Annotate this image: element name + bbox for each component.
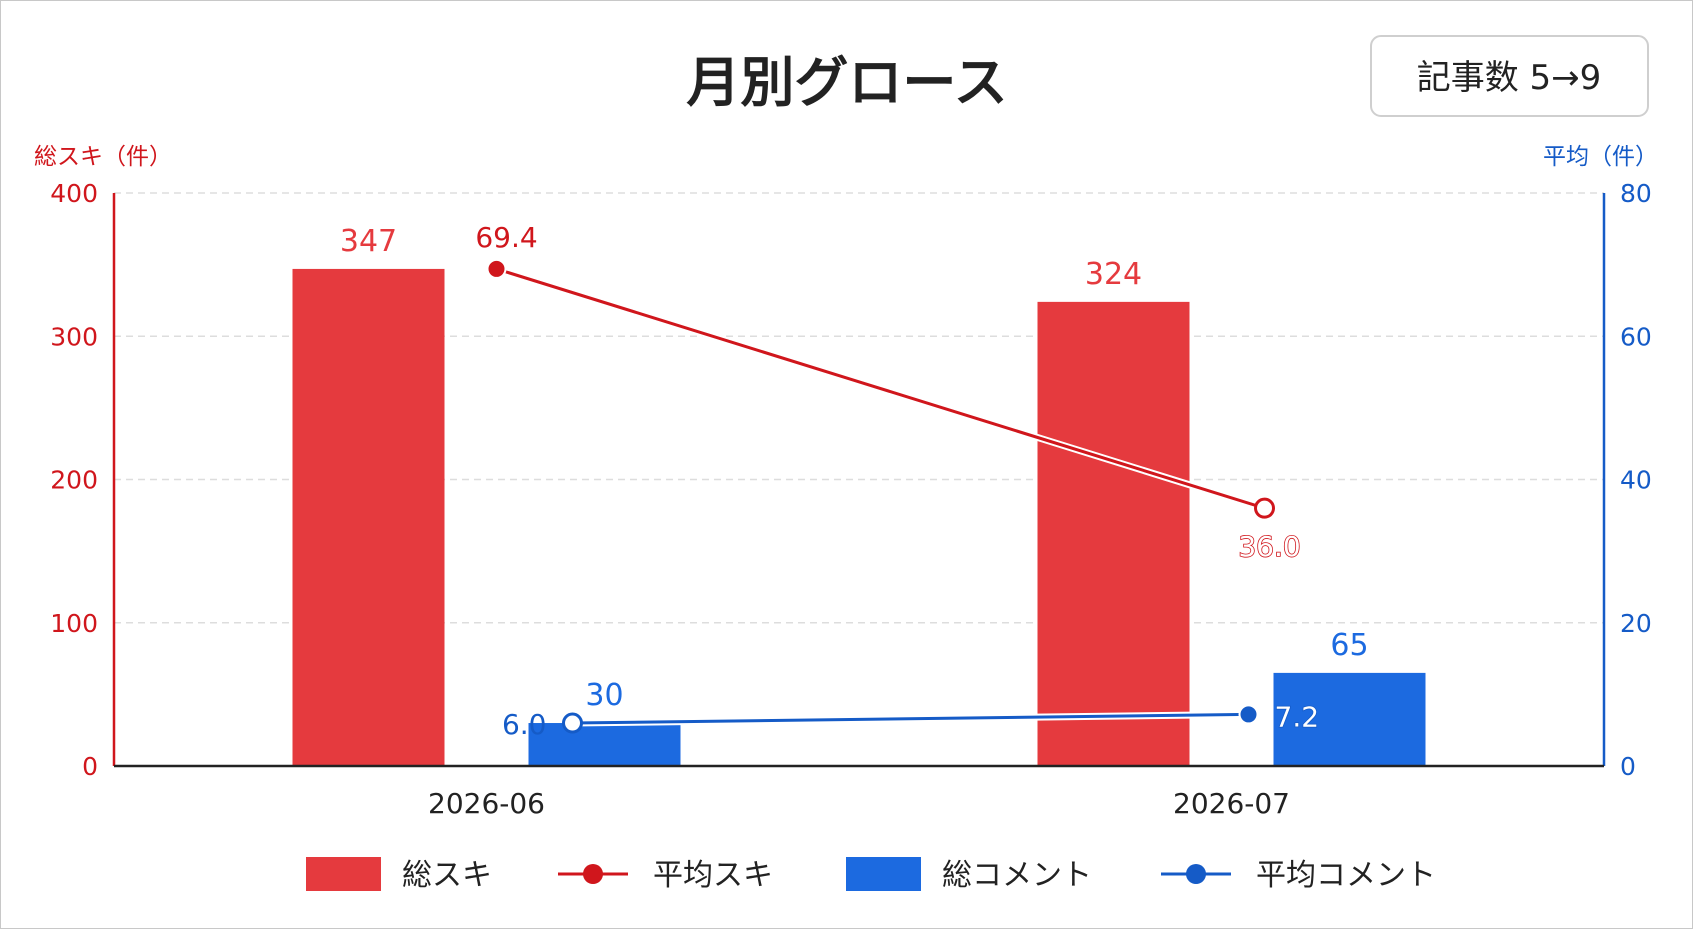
bar-value-label: 324 (1085, 257, 1142, 292)
legend: 総スキ 平均スキ 総コメント 平均コメント (306, 857, 1436, 893)
axes: 0 100 200 300 400 0 20 40 60 80 2026-06 2026-07 (50, 179, 1652, 820)
y-left-tick-label: 0 (82, 752, 98, 781)
y-right-axis-title: 平均（件） (1543, 144, 1658, 170)
lines (486, 258, 1275, 734)
series-point (486, 258, 507, 279)
point-value-label: 69.4 (475, 221, 537, 254)
legend-swatch-marker (1186, 864, 1206, 884)
y-right-tick-label: 0 (1620, 752, 1636, 781)
legend-label: 総スキ (402, 858, 492, 893)
legend-swatch-marker (583, 864, 603, 884)
series-point (1254, 497, 1275, 519)
point-value-label: 7.2 (1275, 700, 1320, 733)
legend-label: 平均コメント (1256, 858, 1436, 893)
legend-label: 平均スキ (653, 858, 773, 893)
bar (1037, 301, 1190, 766)
series-line (496, 267, 1265, 510)
bar-value-label: 65 (1330, 628, 1368, 663)
series-point (1238, 704, 1259, 725)
legend-swatch-bar (306, 857, 381, 891)
bar (528, 723, 681, 766)
bar (1273, 672, 1426, 766)
bars (292, 268, 1426, 766)
y-left-tick-label: 200 (50, 466, 98, 495)
y-left-tick-label: 100 (50, 609, 98, 638)
x-tick-label: 2026-07 (1173, 787, 1290, 820)
gridlines (114, 192, 1604, 624)
y-right-tick-label: 20 (1620, 609, 1652, 638)
chart-title: 月別グロース (686, 51, 1007, 114)
y-right-tick-label: 60 (1620, 322, 1652, 351)
y-left-tick-label: 400 (50, 179, 98, 208)
article-count-badge: 記事数 5→9 (1370, 35, 1649, 117)
y-right-tick-label: 40 (1620, 466, 1652, 495)
point-value-label: 36.0 (1238, 530, 1300, 563)
bar (292, 268, 445, 766)
legend-label: 総コメント (942, 858, 1092, 893)
y-left-axis-title: 総スキ（件） (34, 144, 172, 170)
y-right-tick-label: 80 (1620, 179, 1652, 208)
x-tick-label: 2026-06 (428, 787, 545, 820)
point-value-label: 6.0 (502, 708, 547, 741)
legend-swatch-bar (846, 857, 921, 891)
bar-value-label: 30 (585, 678, 623, 713)
data-labels: 347 324 30 65 69.4 36.0 6.0 7.2 (340, 221, 1369, 741)
article-count-text: 記事数 5→9 (1417, 58, 1602, 98)
bar-value-label: 347 (340, 224, 397, 259)
series-line (572, 712, 1249, 725)
series-point (562, 712, 583, 734)
y-left-tick-label: 300 (50, 322, 98, 351)
